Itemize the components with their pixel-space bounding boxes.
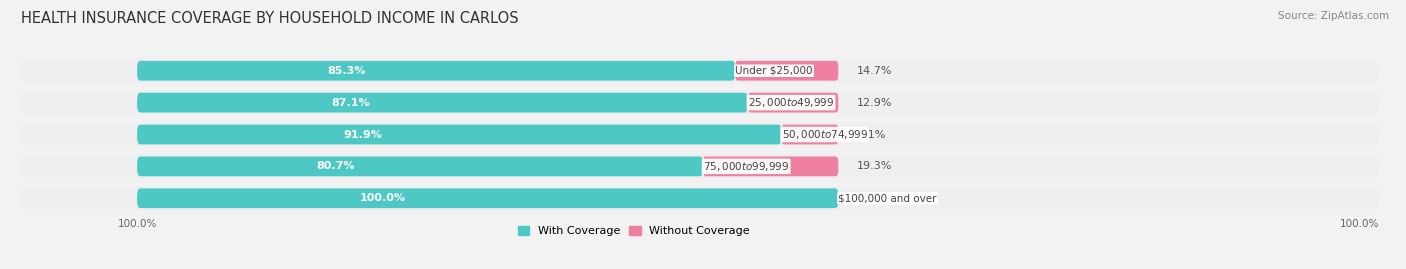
FancyBboxPatch shape bbox=[20, 90, 1379, 115]
FancyBboxPatch shape bbox=[138, 188, 838, 208]
FancyBboxPatch shape bbox=[703, 157, 838, 176]
Text: 14.7%: 14.7% bbox=[856, 66, 893, 76]
Text: 91.9%: 91.9% bbox=[343, 129, 382, 140]
FancyBboxPatch shape bbox=[138, 93, 748, 112]
FancyBboxPatch shape bbox=[20, 154, 1379, 179]
Text: 100.0%: 100.0% bbox=[1340, 219, 1379, 229]
FancyBboxPatch shape bbox=[138, 157, 703, 176]
Text: 87.1%: 87.1% bbox=[332, 98, 370, 108]
FancyBboxPatch shape bbox=[735, 61, 838, 81]
Text: HEALTH INSURANCE COVERAGE BY HOUSEHOLD INCOME IN CARLOS: HEALTH INSURANCE COVERAGE BY HOUSEHOLD I… bbox=[21, 11, 519, 26]
Text: $75,000 to $99,999: $75,000 to $99,999 bbox=[703, 160, 789, 173]
FancyBboxPatch shape bbox=[20, 122, 1379, 147]
Text: 100.0%: 100.0% bbox=[117, 219, 157, 229]
Text: Source: ZipAtlas.com: Source: ZipAtlas.com bbox=[1278, 11, 1389, 21]
FancyBboxPatch shape bbox=[20, 59, 1379, 83]
Text: Under $25,000: Under $25,000 bbox=[735, 66, 813, 76]
Text: $100,000 and over: $100,000 and over bbox=[838, 193, 936, 203]
Text: 12.9%: 12.9% bbox=[856, 98, 893, 108]
Text: 0.0%: 0.0% bbox=[856, 193, 884, 203]
Text: 100.0%: 100.0% bbox=[360, 193, 405, 203]
FancyBboxPatch shape bbox=[138, 125, 782, 144]
Text: 80.7%: 80.7% bbox=[316, 161, 354, 171]
FancyBboxPatch shape bbox=[20, 186, 1379, 210]
Legend: With Coverage, Without Coverage: With Coverage, Without Coverage bbox=[513, 222, 755, 241]
FancyBboxPatch shape bbox=[748, 93, 838, 112]
FancyBboxPatch shape bbox=[782, 125, 838, 144]
Text: $50,000 to $74,999: $50,000 to $74,999 bbox=[782, 128, 868, 141]
Text: $25,000 to $49,999: $25,000 to $49,999 bbox=[748, 96, 834, 109]
Text: 85.3%: 85.3% bbox=[328, 66, 366, 76]
FancyBboxPatch shape bbox=[138, 61, 735, 81]
Text: 19.3%: 19.3% bbox=[856, 161, 893, 171]
Text: 8.1%: 8.1% bbox=[856, 129, 886, 140]
